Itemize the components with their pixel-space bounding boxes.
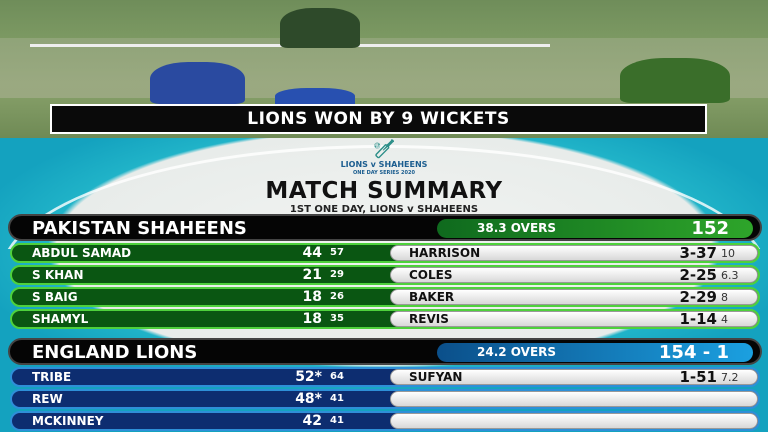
batter-balls: 41 — [330, 415, 344, 426]
bowler-name: HARRISON — [409, 246, 481, 260]
batter-runs: 44 — [302, 245, 322, 261]
total-score: 152 — [691, 218, 729, 239]
match-video-frame: LIONS WON BY 9 WICKETS — [0, 0, 768, 138]
overs: 24.2 OVERS — [477, 345, 557, 359]
player-row: SHAMYL 18 35 REVIS 1-14 4 — [10, 309, 760, 329]
bowler-name: REVIS — [409, 312, 449, 326]
batter-runs: 18 — [302, 311, 322, 327]
innings-header: PAKISTAN SHAHEENS 38.3 OVERS 152 — [8, 214, 762, 241]
bowler-figures: 2-29 — [679, 288, 717, 306]
batter-balls: 64 — [330, 371, 344, 382]
innings-header: ENGLAND LIONS 24.2 OVERS 154 - 1 — [8, 338, 762, 365]
match-subtitle: 1ST ONE DAY, LIONS v SHAHEENS — [289, 204, 479, 215]
innings-score-pill: 38.3 OVERS 152 — [437, 218, 753, 239]
batter-runs: 21 — [302, 267, 322, 283]
batter-name: S BAIG — [32, 290, 78, 304]
batter-name: ABDUL SAMAD — [32, 246, 132, 260]
series-logo: 🏏︎ LIONS v SHAHEENS ONE DAY SERIES 2020 — [340, 140, 428, 177]
batter-name: S KHAN — [32, 268, 84, 282]
umpire-figure — [275, 88, 355, 108]
logo-subtitle: ONE DAY SERIES 2020 — [353, 170, 415, 176]
overs: 38.3 OVERS — [477, 221, 557, 235]
batter-name: MCKINNEY — [32, 414, 104, 428]
bowler-figures: 1-14 — [679, 310, 717, 328]
bowler-name: BAKER — [409, 290, 455, 304]
page-title: MATCH SUMMARY — [265, 178, 503, 204]
total-score: 154 - 1 — [658, 342, 729, 363]
team-name: ENGLAND LIONS — [32, 342, 198, 363]
cricket-logo-icon: 🏏︎ — [372, 139, 396, 160]
bowler-figure — [150, 62, 245, 104]
bowler-pill: SUFYAN 1-51 7.2 — [390, 368, 758, 386]
bowler-overs: 4 — [721, 313, 728, 326]
batter-runs: 52* — [295, 369, 322, 385]
batter-balls: 41 — [330, 393, 344, 404]
batter-runs: 42 — [302, 413, 322, 429]
batter-balls: 29 — [330, 269, 344, 280]
bowler-pill: COLES 2-25 6.3 — [390, 266, 758, 284]
bowler-overs: 7.2 — [721, 371, 739, 384]
bowler-pill — [390, 391, 758, 407]
player-row: REW 48* 41 — [10, 389, 760, 409]
result-banner: LIONS WON BY 9 WICKETS — [50, 104, 707, 134]
batter-name: TRIBE — [32, 370, 72, 384]
innings-score-pill: 24.2 OVERS 154 - 1 — [437, 342, 753, 363]
batter-runs: 48* — [295, 391, 322, 407]
player-row: TRIBE 52* 64 SUFYAN 1-51 7.2 — [10, 367, 760, 387]
batter-name: REW — [32, 392, 63, 406]
batter-runs: 18 — [302, 289, 322, 305]
player-row: S BAIG 18 26 BAKER 2-29 8 — [10, 287, 760, 307]
bowler-overs: 6.3 — [721, 269, 739, 282]
bowler-pill — [390, 413, 758, 429]
bowler-overs: 8 — [721, 291, 728, 304]
batsman-figure — [280, 8, 360, 48]
batter-balls: 57 — [330, 247, 344, 258]
bowler-figures: 1-51 — [679, 368, 717, 386]
bowler-overs: 10 — [721, 247, 735, 260]
bowler-name: COLES — [409, 268, 453, 282]
player-row: ABDUL SAMAD 44 57 HARRISON 3-37 10 — [10, 243, 760, 263]
bowler-pill: HARRISON 3-37 10 — [390, 244, 758, 262]
player-row: S KHAN 21 29 COLES 2-25 6.3 — [10, 265, 760, 285]
batter-name: SHAMYL — [32, 312, 89, 326]
bowler-figures: 3-37 — [679, 244, 717, 262]
bowler-name: SUFYAN — [409, 370, 463, 384]
bowler-figures: 2-25 — [679, 266, 717, 284]
bowler-pill: REVIS 1-14 4 — [390, 310, 758, 328]
batter-balls: 26 — [330, 291, 344, 302]
fielder-figure — [620, 58, 730, 103]
team-name: PAKISTAN SHAHEENS — [32, 218, 247, 239]
logo-title: LIONS v SHAHEENS — [340, 160, 428, 169]
player-row: MCKINNEY 42 41 — [10, 411, 760, 431]
batter-balls: 35 — [330, 313, 344, 324]
bowler-pill: BAKER 2-29 8 — [390, 288, 758, 306]
